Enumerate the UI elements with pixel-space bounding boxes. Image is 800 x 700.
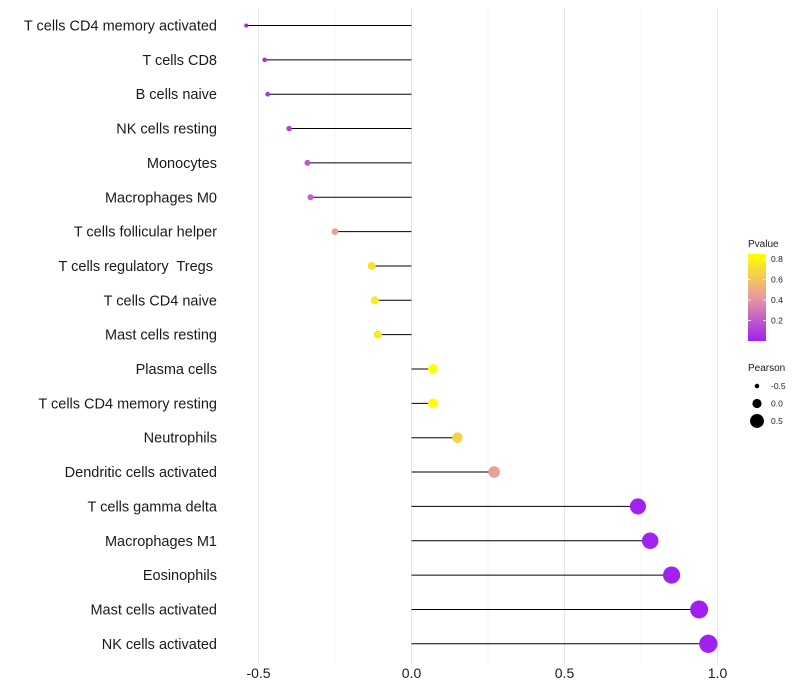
category-label: B cells naive	[136, 87, 217, 103]
lollipop-dot	[331, 228, 339, 236]
category-label: T cells CD4 naive	[104, 293, 217, 309]
pvalue-tick-label: 0.2	[771, 316, 783, 326]
pvalue-tick-label: 0.6	[771, 275, 783, 285]
lollipop-dot	[488, 466, 500, 478]
category-label: Mast cells activated	[90, 602, 217, 618]
x-tick-label: -0.5	[246, 665, 270, 681]
category-label: T cells CD4 memory resting	[38, 396, 217, 412]
x-axis-tick-labels: -0.5 0.0 0.5 1.0	[246, 665, 727, 681]
pvalue-colorbar	[748, 254, 766, 341]
category-label: T cells regulatory Tregs	[59, 259, 218, 275]
lollipop-dot	[629, 498, 646, 515]
pearson-legend-title: Pearson	[748, 363, 785, 374]
pearson-legend-dot	[750, 414, 764, 428]
category-labels: T cells CD4 memory activated T cells CD8 B…	[24, 19, 218, 653]
category-label: NK cells resting	[116, 122, 217, 138]
pvalue-legend: Pvalue 0.2 0.4 0.6 0.8	[748, 239, 783, 341]
category-label: T cells CD8	[142, 53, 217, 69]
pearson-legend-dot	[754, 383, 760, 389]
category-label: Dendritic cells activated	[65, 465, 217, 481]
lollipop-dot	[699, 634, 718, 653]
category-label: Neutrophils	[144, 431, 217, 447]
pearson-legend-label: 0.5	[771, 416, 783, 426]
category-label: Eosinophils	[143, 568, 217, 584]
lollipop-dot	[641, 532, 659, 549]
x-tick-label: 1.0	[708, 665, 728, 681]
grid-layer	[258, 8, 718, 664]
category-label: Macrophages M1	[105, 534, 217, 550]
pvalue-legend-title: Pvalue	[748, 239, 779, 250]
pearson-legend-label: 0.0	[771, 399, 783, 409]
pvalue-tick-label: 0.8	[771, 254, 783, 264]
category-label: Mast cells resting	[105, 328, 217, 344]
x-tick-label: 0.0	[402, 665, 422, 681]
lollipop-dot	[262, 57, 267, 63]
lollipop-dot	[304, 159, 311, 166]
lollipop-dot	[663, 566, 681, 584]
category-label: T cells follicular helper	[74, 225, 217, 241]
lollipop-dot	[367, 261, 376, 270]
category-label: T cells gamma delta	[88, 499, 218, 515]
lollipop-dot	[307, 194, 314, 201]
pearson-legend-items: -0.5 0.0 0.5	[750, 381, 786, 428]
lollipop-dot	[428, 364, 438, 374]
pvalue-tick-label: 0.4	[771, 295, 783, 305]
pearson-legend-dot	[752, 398, 762, 409]
category-label: Monocytes	[147, 156, 217, 172]
lollipop-dot	[286, 125, 292, 132]
lollipop-dot	[244, 23, 249, 28]
dot-layer	[244, 23, 718, 653]
pearson-legend: Pearson -0.5 0.0 0.5	[748, 363, 786, 428]
lollipop-dot	[373, 330, 382, 339]
category-label: Plasma cells	[136, 362, 217, 378]
stem-layer	[246, 25, 709, 645]
category-label: Macrophages M0	[105, 190, 217, 206]
lollipop-dot	[370, 296, 379, 305]
lollipop-dot	[452, 432, 463, 443]
lollipop-dot	[690, 600, 709, 619]
lollipop-dot	[265, 91, 271, 97]
lollipop-dot	[428, 398, 438, 409]
category-label: NK cells activated	[102, 637, 217, 653]
x-tick-label: 0.5	[555, 665, 575, 681]
pearson-legend-label: -0.5	[771, 381, 786, 391]
pvalue-legend-ticks: 0.2 0.4 0.6 0.8	[748, 254, 783, 326]
category-label: T cells CD4 memory activated	[24, 19, 217, 35]
